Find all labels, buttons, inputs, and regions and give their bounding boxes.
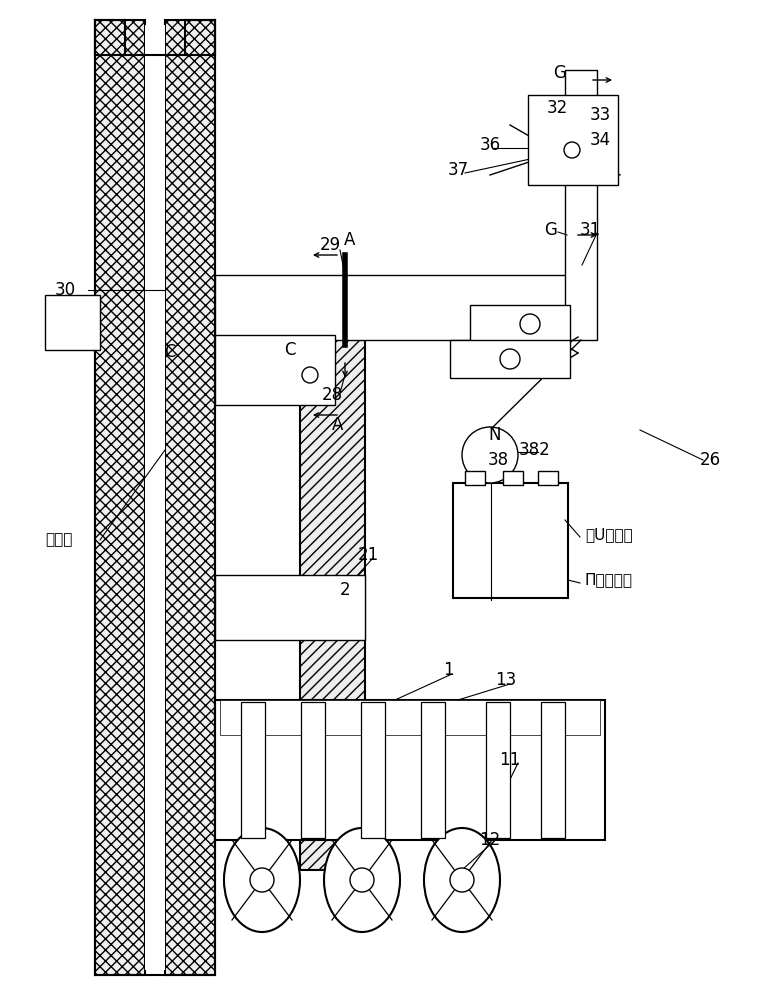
Text: 2: 2: [340, 581, 350, 599]
Bar: [220, 700, 600, 735]
Text: 34: 34: [590, 131, 610, 149]
Bar: [95, 20, 145, 975]
Bar: [365, 705, 381, 833]
Text: 电线杆: 电线杆: [45, 532, 72, 548]
Text: 21: 21: [357, 546, 379, 564]
Bar: [565, 70, 597, 340]
Text: 11: 11: [500, 751, 521, 769]
Text: 36: 36: [480, 136, 500, 154]
Text: 28: 28: [321, 386, 343, 404]
Circle shape: [302, 367, 318, 383]
Text: 31: 31: [579, 221, 600, 239]
Circle shape: [564, 142, 580, 158]
Ellipse shape: [324, 828, 400, 932]
Bar: [145, 25, 165, 970]
Bar: [215, 335, 335, 405]
Bar: [600, 95, 618, 185]
Bar: [165, 20, 215, 975]
Ellipse shape: [424, 828, 500, 932]
Text: 37: 37: [447, 161, 468, 179]
Text: 12: 12: [479, 831, 500, 849]
Bar: [215, 575, 365, 640]
Text: 29: 29: [319, 236, 340, 254]
Text: 32: 32: [547, 99, 568, 117]
Bar: [470, 305, 570, 343]
Bar: [486, 702, 510, 838]
Bar: [465, 471, 485, 485]
Text: 33: 33: [590, 106, 611, 124]
Text: 382: 382: [519, 441, 551, 459]
Bar: [528, 95, 618, 185]
Bar: [528, 95, 550, 185]
Bar: [538, 471, 558, 485]
Text: 30: 30: [55, 281, 76, 299]
Bar: [218, 278, 572, 337]
Bar: [490, 705, 506, 833]
Bar: [300, 295, 365, 870]
Bar: [220, 735, 600, 835]
Bar: [245, 705, 261, 833]
Bar: [425, 705, 441, 833]
Text: N: N: [489, 426, 501, 444]
Text: C: C: [164, 343, 176, 361]
Text: 26: 26: [700, 451, 721, 469]
Circle shape: [462, 427, 518, 483]
Circle shape: [500, 349, 520, 369]
Text: C: C: [284, 341, 296, 359]
Text: 1: 1: [443, 661, 453, 679]
Bar: [241, 702, 265, 838]
Circle shape: [350, 868, 374, 892]
Bar: [220, 340, 330, 400]
Text: A: A: [332, 416, 343, 434]
Circle shape: [450, 868, 474, 892]
Text: 38: 38: [487, 451, 509, 469]
Text: 13: 13: [496, 671, 517, 689]
Bar: [301, 702, 325, 838]
Bar: [361, 702, 385, 838]
Circle shape: [250, 868, 274, 892]
Bar: [220, 580, 360, 635]
Bar: [545, 705, 561, 833]
Bar: [215, 700, 605, 840]
Text: G: G: [553, 64, 566, 82]
Bar: [45, 295, 100, 350]
Text: A: A: [344, 231, 356, 249]
Bar: [456, 486, 565, 595]
Bar: [453, 483, 568, 598]
Bar: [568, 73, 594, 337]
Bar: [305, 705, 321, 833]
Text: Π形定位板: Π形定位板: [585, 572, 633, 587]
Circle shape: [520, 314, 540, 334]
Bar: [421, 702, 445, 838]
Bar: [503, 471, 523, 485]
Bar: [541, 702, 565, 838]
Ellipse shape: [224, 828, 300, 932]
Text: G: G: [544, 221, 557, 239]
Bar: [215, 275, 575, 340]
Bar: [450, 340, 570, 378]
Text: 倒U形挂耳: 倒U形挂耳: [585, 528, 633, 542]
